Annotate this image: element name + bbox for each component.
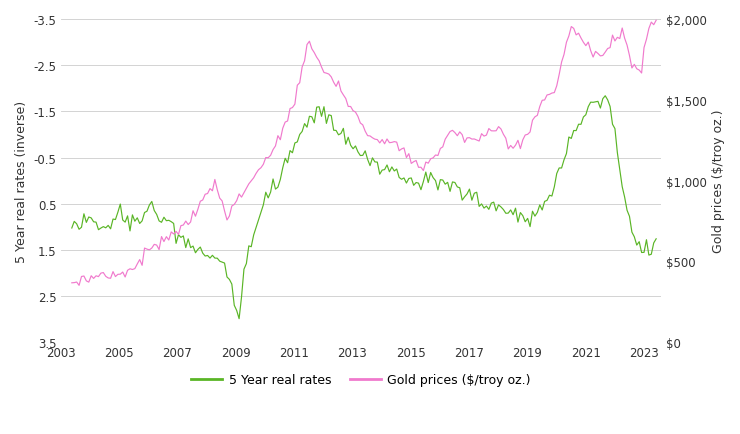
Legend: 5 Year real rates, Gold prices ($/troy oz.): 5 Year real rates, Gold prices ($/troy o… [186, 368, 536, 391]
Y-axis label: Gold prices ($/troy oz.): Gold prices ($/troy oz.) [712, 110, 725, 253]
Y-axis label: 5 Year real rates (inverse): 5 Year real rates (inverse) [15, 100, 28, 262]
